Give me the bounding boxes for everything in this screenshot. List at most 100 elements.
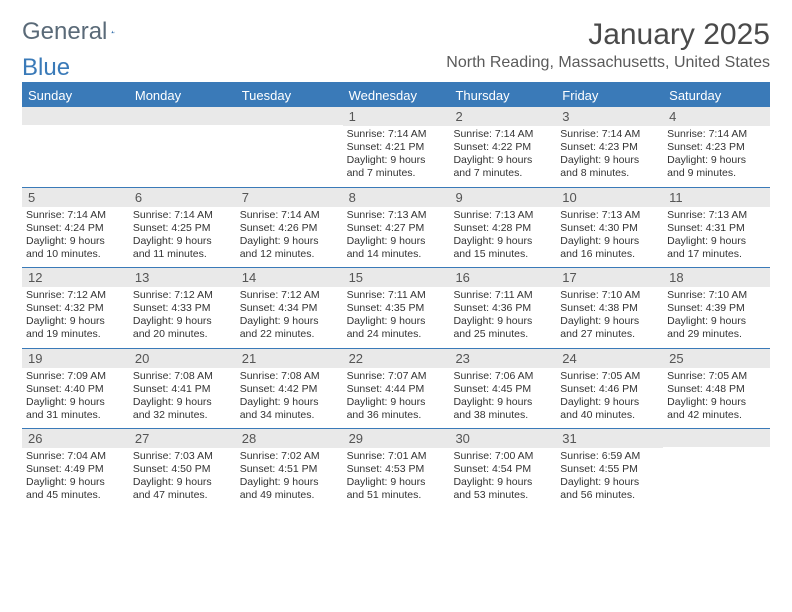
day-cell: 25Sunrise: 7:05 AMSunset: 4:48 PMDayligh… <box>663 349 770 429</box>
day-number: 5 <box>22 188 129 207</box>
header: General January 2025 <box>22 18 770 52</box>
brand-logo: General <box>22 18 135 46</box>
sunset-text: Sunset: 4:55 PM <box>560 463 659 476</box>
daylight-text: Daylight: 9 hours and 17 minutes. <box>667 235 766 261</box>
day-cell: 14Sunrise: 7:12 AMSunset: 4:34 PMDayligh… <box>236 268 343 348</box>
day-number <box>236 107 343 125</box>
day-number: 4 <box>663 107 770 126</box>
day-number: 13 <box>129 268 236 287</box>
day-body: Sunrise: 7:10 AMSunset: 4:38 PMDaylight:… <box>556 287 663 348</box>
sunrise-text: Sunrise: 7:13 AM <box>453 209 552 222</box>
day-number: 8 <box>343 188 450 207</box>
day-cell: 24Sunrise: 7:05 AMSunset: 4:46 PMDayligh… <box>556 349 663 429</box>
daylight-text: Daylight: 9 hours and 29 minutes. <box>667 315 766 341</box>
day-body: Sunrise: 7:01 AMSunset: 4:53 PMDaylight:… <box>343 448 450 509</box>
sunrise-text: Sunrise: 7:13 AM <box>667 209 766 222</box>
day-body: Sunrise: 7:14 AMSunset: 4:23 PMDaylight:… <box>663 126 770 187</box>
brand-logo-line2: Blue <box>22 54 70 82</box>
sunset-text: Sunset: 4:50 PM <box>133 463 232 476</box>
daylight-text: Daylight: 9 hours and 49 minutes. <box>240 476 339 502</box>
day-body <box>663 447 770 455</box>
brand-sail-icon <box>111 21 115 43</box>
day-cell <box>236 107 343 187</box>
day-number: 22 <box>343 349 450 368</box>
day-body: Sunrise: 7:06 AMSunset: 4:45 PMDaylight:… <box>449 368 556 429</box>
sunrise-text: Sunrise: 7:05 AM <box>560 370 659 383</box>
day-number <box>663 429 770 447</box>
page-title: January 2025 <box>588 18 770 52</box>
day-number: 2 <box>449 107 556 126</box>
day-body: Sunrise: 7:12 AMSunset: 4:33 PMDaylight:… <box>129 287 236 348</box>
day-body: Sunrise: 7:14 AMSunset: 4:26 PMDaylight:… <box>236 207 343 268</box>
daylight-text: Daylight: 9 hours and 8 minutes. <box>560 154 659 180</box>
dow-sunday: Sunday <box>22 84 129 107</box>
day-cell: 20Sunrise: 7:08 AMSunset: 4:41 PMDayligh… <box>129 349 236 429</box>
day-number: 28 <box>236 429 343 448</box>
sunrise-text: Sunrise: 7:14 AM <box>453 128 552 141</box>
day-cell: 29Sunrise: 7:01 AMSunset: 4:53 PMDayligh… <box>343 429 450 509</box>
sunset-text: Sunset: 4:36 PM <box>453 302 552 315</box>
day-number: 3 <box>556 107 663 126</box>
sunset-text: Sunset: 4:28 PM <box>453 222 552 235</box>
day-number: 18 <box>663 268 770 287</box>
day-cell: 15Sunrise: 7:11 AMSunset: 4:35 PMDayligh… <box>343 268 450 348</box>
day-cell: 16Sunrise: 7:11 AMSunset: 4:36 PMDayligh… <box>449 268 556 348</box>
day-number: 19 <box>22 349 129 368</box>
day-body: Sunrise: 7:08 AMSunset: 4:41 PMDaylight:… <box>129 368 236 429</box>
day-cell: 30Sunrise: 7:00 AMSunset: 4:54 PMDayligh… <box>449 429 556 509</box>
day-body: Sunrise: 7:13 AMSunset: 4:31 PMDaylight:… <box>663 207 770 268</box>
dow-friday: Friday <box>556 84 663 107</box>
days-of-week-header: SundayMondayTuesdayWednesdayThursdayFrid… <box>22 84 770 107</box>
sunset-text: Sunset: 4:25 PM <box>133 222 232 235</box>
day-cell: 26Sunrise: 7:04 AMSunset: 4:49 PMDayligh… <box>22 429 129 509</box>
day-number: 25 <box>663 349 770 368</box>
sunset-text: Sunset: 4:21 PM <box>347 141 446 154</box>
day-number: 31 <box>556 429 663 448</box>
day-body: Sunrise: 7:11 AMSunset: 4:35 PMDaylight:… <box>343 287 450 348</box>
day-number: 29 <box>343 429 450 448</box>
daylight-text: Daylight: 9 hours and 11 minutes. <box>133 235 232 261</box>
week-row: 12Sunrise: 7:12 AMSunset: 4:32 PMDayligh… <box>22 267 770 348</box>
sunset-text: Sunset: 4:22 PM <box>453 141 552 154</box>
sunset-text: Sunset: 4:46 PM <box>560 383 659 396</box>
day-cell: 4Sunrise: 7:14 AMSunset: 4:23 PMDaylight… <box>663 107 770 187</box>
daylight-text: Daylight: 9 hours and 32 minutes. <box>133 396 232 422</box>
day-body: Sunrise: 7:08 AMSunset: 4:42 PMDaylight:… <box>236 368 343 429</box>
day-body: Sunrise: 7:00 AMSunset: 4:54 PMDaylight:… <box>449 448 556 509</box>
sunrise-text: Sunrise: 7:14 AM <box>26 209 125 222</box>
day-cell: 1Sunrise: 7:14 AMSunset: 4:21 PMDaylight… <box>343 107 450 187</box>
sunrise-text: Sunrise: 7:14 AM <box>667 128 766 141</box>
sunrise-text: Sunrise: 7:01 AM <box>347 450 446 463</box>
location-subtitle: North Reading, Massachusetts, United Sta… <box>446 54 770 72</box>
daylight-text: Daylight: 9 hours and 56 minutes. <box>560 476 659 502</box>
sunset-text: Sunset: 4:31 PM <box>667 222 766 235</box>
sunset-text: Sunset: 4:49 PM <box>26 463 125 476</box>
brand-word1: General <box>22 18 107 46</box>
day-body: Sunrise: 7:09 AMSunset: 4:40 PMDaylight:… <box>22 368 129 429</box>
daylight-text: Daylight: 9 hours and 16 minutes. <box>560 235 659 261</box>
sunset-text: Sunset: 4:48 PM <box>667 383 766 396</box>
day-cell: 6Sunrise: 7:14 AMSunset: 4:25 PMDaylight… <box>129 188 236 268</box>
dow-wednesday: Wednesday <box>343 84 450 107</box>
day-cell: 17Sunrise: 7:10 AMSunset: 4:38 PMDayligh… <box>556 268 663 348</box>
sunset-text: Sunset: 4:33 PM <box>133 302 232 315</box>
sunrise-text: Sunrise: 7:11 AM <box>347 289 446 302</box>
sunrise-text: Sunrise: 7:10 AM <box>667 289 766 302</box>
daylight-text: Daylight: 9 hours and 14 minutes. <box>347 235 446 261</box>
daylight-text: Daylight: 9 hours and 20 minutes. <box>133 315 232 341</box>
sunrise-text: Sunrise: 7:05 AM <box>667 370 766 383</box>
sunrise-text: Sunrise: 7:02 AM <box>240 450 339 463</box>
sunrise-text: Sunrise: 7:08 AM <box>240 370 339 383</box>
day-body <box>236 125 343 133</box>
sunrise-text: Sunrise: 7:07 AM <box>347 370 446 383</box>
day-cell: 13Sunrise: 7:12 AMSunset: 4:33 PMDayligh… <box>129 268 236 348</box>
daylight-text: Daylight: 9 hours and 19 minutes. <box>26 315 125 341</box>
day-cell: 11Sunrise: 7:13 AMSunset: 4:31 PMDayligh… <box>663 188 770 268</box>
week-row: 26Sunrise: 7:04 AMSunset: 4:49 PMDayligh… <box>22 428 770 509</box>
week-row: 1Sunrise: 7:14 AMSunset: 4:21 PMDaylight… <box>22 107 770 187</box>
dow-monday: Monday <box>129 84 236 107</box>
sunset-text: Sunset: 4:53 PM <box>347 463 446 476</box>
daylight-text: Daylight: 9 hours and 10 minutes. <box>26 235 125 261</box>
sunset-text: Sunset: 4:42 PM <box>240 383 339 396</box>
day-number: 7 <box>236 188 343 207</box>
